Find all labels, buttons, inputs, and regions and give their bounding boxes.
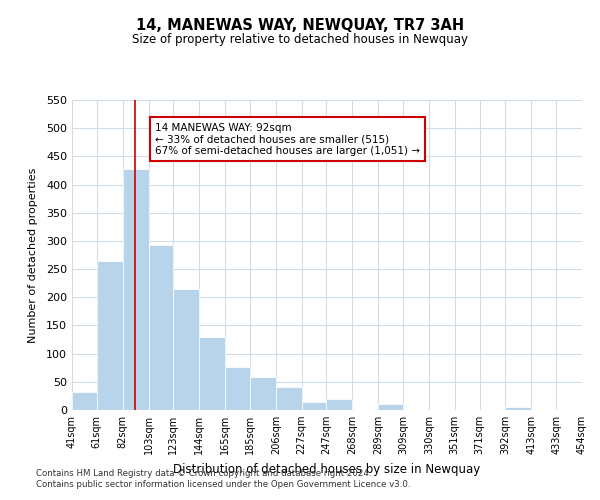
Text: Size of property relative to detached houses in Newquay: Size of property relative to detached ho… xyxy=(132,32,468,46)
Bar xyxy=(326,398,352,410)
X-axis label: Distribution of detached houses by size in Newquay: Distribution of detached houses by size … xyxy=(173,462,481,475)
Text: 14, MANEWAS WAY, NEWQUAY, TR7 3AH: 14, MANEWAS WAY, NEWQUAY, TR7 3AH xyxy=(136,18,464,32)
Bar xyxy=(225,367,250,410)
Bar xyxy=(276,388,302,410)
Bar xyxy=(378,404,403,410)
Bar xyxy=(72,392,97,410)
Bar xyxy=(199,336,225,410)
Text: Contains HM Land Registry data © Crown copyright and database right 2024.: Contains HM Land Registry data © Crown c… xyxy=(36,468,371,477)
Text: 14 MANEWAS WAY: 92sqm
← 33% of detached houses are smaller (515)
67% of semi-det: 14 MANEWAS WAY: 92sqm ← 33% of detached … xyxy=(155,122,420,156)
Bar xyxy=(173,289,199,410)
Bar xyxy=(250,376,276,410)
Y-axis label: Number of detached properties: Number of detached properties xyxy=(28,168,38,342)
Text: Contains public sector information licensed under the Open Government Licence v3: Contains public sector information licen… xyxy=(36,480,410,489)
Bar xyxy=(122,169,149,410)
Bar xyxy=(149,245,173,410)
Bar xyxy=(97,260,122,410)
Bar xyxy=(582,407,600,410)
Bar xyxy=(505,407,532,410)
Bar xyxy=(302,402,326,410)
